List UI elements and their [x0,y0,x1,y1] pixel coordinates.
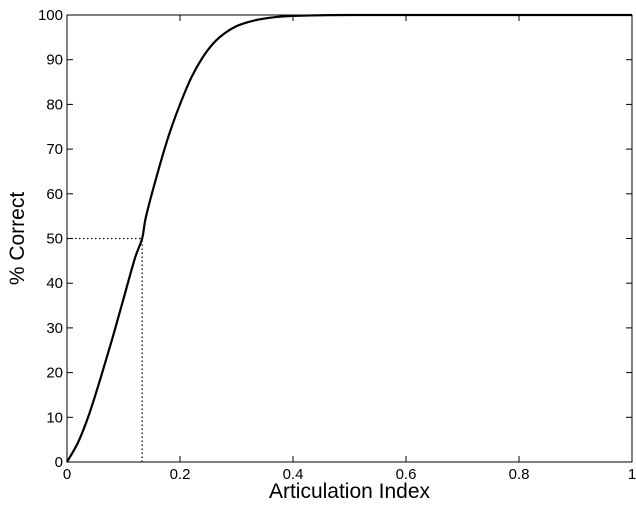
plot-area [66,14,633,463]
y-tick-label: 40 [46,275,63,292]
x-axis: 0 0.2 0.4 0.6 0.8 1 [63,15,636,483]
x-tick-label: 0.2 [170,466,191,483]
series-group [66,13,632,463]
x-tick-label: 0.6 [396,466,417,483]
y-axis: 0 10 20 30 40 50 60 70 80 90 100 [38,7,632,471]
reference-lines [67,237,143,462]
y-axis-label: % Correct [6,192,29,286]
y-tick-label: 100 [38,7,63,24]
y-tick-label: 30 [46,320,63,337]
y-tick-label: 80 [46,96,63,113]
y-tick-label: 10 [46,409,63,426]
y-tick-label: 60 [46,186,63,203]
x-tick-label: 0.4 [283,466,304,483]
series-line [66,13,632,463]
y-tick-label: 90 [46,52,63,69]
x-axis-label: Articulation Index [269,480,431,503]
x-tick-label: 1 [628,466,636,483]
y-tick-label: 70 [46,141,63,158]
x-tick-label: 0 [63,466,71,483]
y-tick-label: 20 [46,365,63,382]
y-tick-label: 0 [55,454,63,471]
x-tick-label: 0.8 [509,466,530,483]
y-tick-label: 50 [46,231,63,248]
